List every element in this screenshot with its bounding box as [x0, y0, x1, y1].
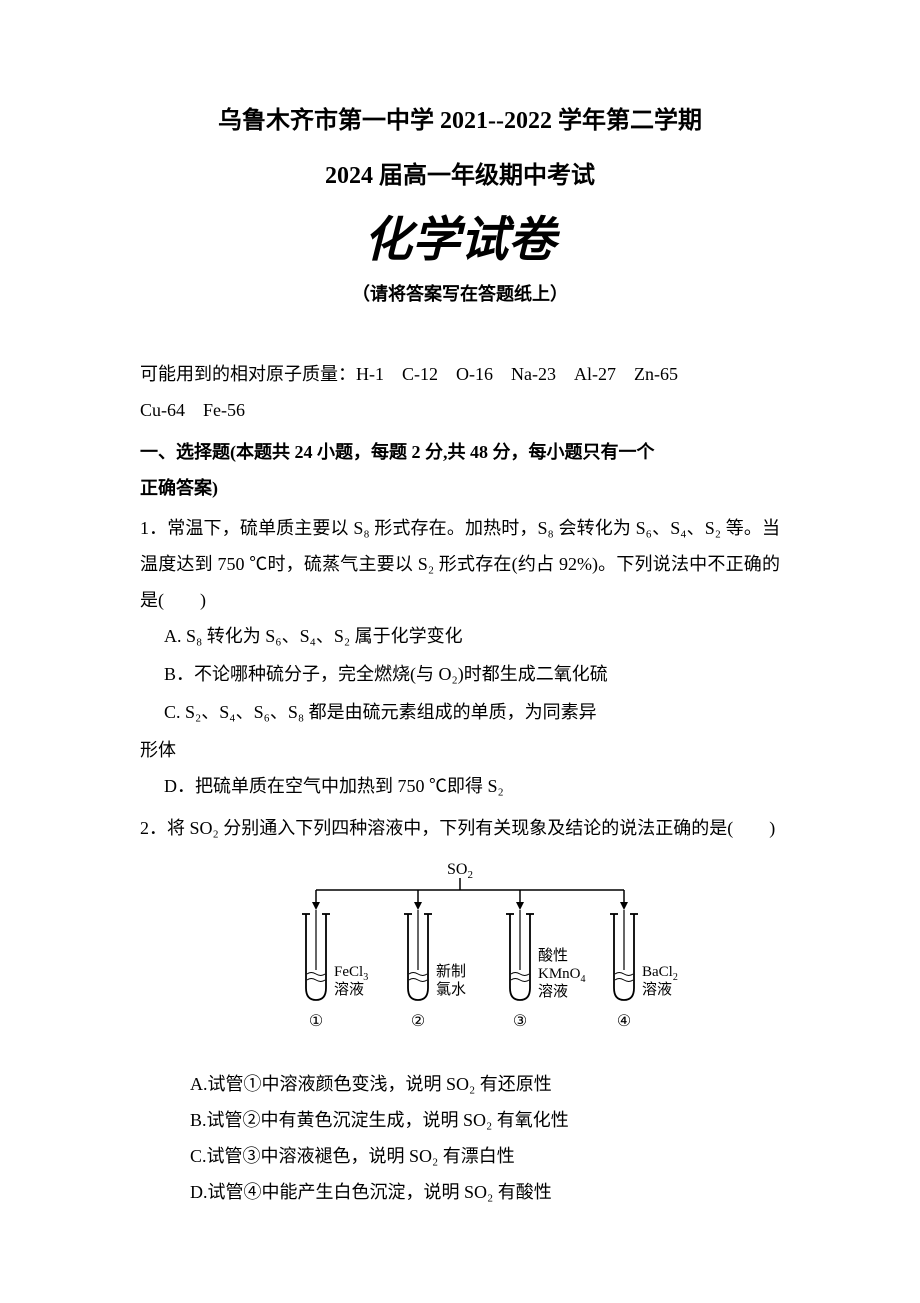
q1-option-b: B．不论哪种硫分子，完全燃烧(与 O₂)时都生成二氧化硫 [140, 656, 780, 692]
svg-text:溶液: 溶液 [538, 983, 568, 1000]
q1-option-d: D．把硫单质在空气中加热到 750 ℃即得 S₂ [140, 768, 780, 804]
section-heading-line2: 正确答案) [140, 470, 780, 506]
subtitle: （请将答案写在答题纸上） [140, 280, 780, 306]
diagram-container: SO2 [140, 858, 780, 1050]
q2-option-d: D.试管④中能产生白色沉淀，说明 SO₂ 有酸性 [140, 1174, 780, 1210]
atomic-mass-line1: 可能用到的相对原子质量：H-1 C-12 O-16 Na-23 Al-27 Zn… [140, 356, 780, 392]
q2-option-b: B.试管②中有黄色沉淀生成，说明 SO₂ 有氧化性 [140, 1102, 780, 1138]
tube-3: 酸性 KMnO4 溶液 ③ [506, 890, 586, 1030]
section-heading: 一、选择题(本题共 24 小题，每题 2 分,共 48 分，每小题只有一个 正确… [140, 434, 780, 506]
atomic-mass-info: 可能用到的相对原子质量：H-1 C-12 O-16 Na-23 Al-27 Zn… [140, 356, 780, 428]
tube-1: FeCl3 溶液 ① [302, 890, 368, 1030]
q2-option-c: C.试管③中溶液褪色，说明 SO₂ 有漂白性 [140, 1138, 780, 1174]
title-main: 化学试卷 [140, 200, 780, 270]
svg-text:BaCl2: BaCl2 [642, 964, 678, 983]
tube-4: BaCl2 溶液 ④ [610, 890, 678, 1030]
svg-text:氯水: 氯水 [436, 981, 466, 998]
svg-text:②: ② [411, 1013, 425, 1030]
q2-option-a: A.试管①中溶液颜色变浅，说明 SO₂ 有还原性 [140, 1066, 780, 1102]
svg-text:酸性: 酸性 [538, 947, 568, 964]
tube-2: 新制 氯水 ② [404, 890, 466, 1030]
svg-text:③: ③ [513, 1013, 527, 1030]
svg-text:①: ① [309, 1013, 323, 1030]
atomic-mass-line2: Cu-64 Fe-56 [140, 392, 780, 428]
experiment-diagram: SO2 [230, 858, 690, 1038]
q1-option-c-line1: C. S₂、S₄、S₆、S₈ 都是由硫元素组成的单质，为同素异 [140, 694, 780, 730]
svg-text:溶液: 溶液 [642, 981, 672, 998]
q1-text: 1．常温下，硫单质主要以 S₈ 形式存在。加热时，S₈ 会转化为 S₆、S₄、S… [140, 510, 780, 618]
svg-text:溶液: 溶液 [334, 981, 364, 998]
q1-option-a: A. S₈ 转化为 S₆、S₄、S₂ 属于化学变化 [140, 618, 780, 654]
svg-text:KMnO4: KMnO4 [538, 966, 586, 985]
q1-option-c-line2: 形体 [140, 732, 780, 768]
diagram-svg: SO2 [230, 858, 690, 1038]
title-line2: 2024 届高一年级期中考试 [140, 155, 780, 190]
svg-text:④: ④ [617, 1013, 631, 1030]
title-line1: 乌鲁木齐市第一中学 2021--2022 学年第二学期 [140, 100, 780, 135]
section-heading-line1: 一、选择题(本题共 24 小题，每题 2 分,共 48 分，每小题只有一个 [140, 434, 780, 470]
question-1: 1．常温下，硫单质主要以 S₈ 形式存在。加热时，S₈ 会转化为 S₆、S₄、S… [140, 510, 780, 804]
svg-text:新制: 新制 [436, 963, 466, 980]
q2-text: 2．将 SO₂ 分别通入下列四种溶液中，下列有关现象及结论的说法正确的是( ) [140, 810, 780, 846]
svg-text:FeCl3: FeCl3 [334, 964, 368, 983]
question-2: 2．将 SO₂ 分别通入下列四种溶液中，下列有关现象及结论的说法正确的是( ) … [140, 810, 780, 1210]
